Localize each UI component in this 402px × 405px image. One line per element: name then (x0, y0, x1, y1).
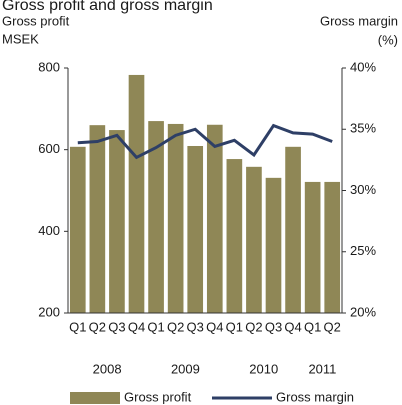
x-tick-label: Q1 (69, 319, 86, 334)
y-tick-label: 800 (38, 59, 60, 74)
x-tick-label: Q1 (304, 319, 321, 334)
x-tick-label: Q4 (284, 319, 301, 334)
x-tick-label: Q2 (245, 319, 262, 334)
x-tick-label: Q2 (167, 319, 184, 334)
bar (285, 146, 301, 313)
year-label: 2011 (308, 361, 336, 376)
x-tick-label: Q2 (89, 319, 106, 334)
x-tick-label: Q1 (226, 319, 243, 334)
bar (246, 166, 262, 313)
y2-tick-label: 20% (350, 304, 376, 319)
bar (148, 121, 164, 313)
y2-tick-label: 25% (350, 243, 376, 258)
y-axis-label: MSEK (2, 31, 39, 46)
line (77, 123, 333, 160)
bar (304, 181, 321, 313)
year-label: 2008 (93, 361, 122, 376)
legend-label: Gross margin (276, 389, 354, 404)
bar (265, 177, 282, 313)
y-tick-label: 400 (38, 223, 60, 238)
year-label: 2010 (249, 361, 278, 376)
bar (324, 181, 341, 313)
y-axis-label: Gross profit (2, 13, 70, 28)
chart-title: Gross profit and gross margin (2, 0, 213, 14)
x-tick-label: Q3 (108, 319, 125, 334)
x-tick-label: Q1 (147, 319, 164, 334)
bar (187, 145, 204, 313)
legend-swatch (70, 392, 120, 404)
bar (226, 159, 243, 313)
x-tick-label: Q3 (265, 319, 282, 334)
x-tick-label: Q4 (128, 319, 145, 334)
legend-label: Gross profit (124, 389, 192, 404)
bar (89, 125, 106, 314)
y2-axis-label: Gross margin (320, 13, 398, 28)
bar (167, 123, 184, 313)
bar (109, 130, 125, 313)
bar (69, 146, 86, 313)
y2-tick-label: 30% (350, 182, 376, 197)
x-tick-label: Q3 (187, 319, 204, 334)
y2-tick-label: 35% (350, 121, 376, 136)
bar (206, 124, 223, 313)
y2-tick-label: 40% (350, 59, 376, 74)
y-tick-label: 200 (38, 304, 60, 319)
y-tick-label: 600 (38, 141, 60, 156)
x-tick-label: Q4 (206, 319, 223, 334)
x-tick-label: Q2 (324, 319, 341, 334)
y2-axis-label: (%) (378, 32, 398, 47)
year-label: 2009 (171, 361, 200, 376)
bar (128, 74, 145, 313)
